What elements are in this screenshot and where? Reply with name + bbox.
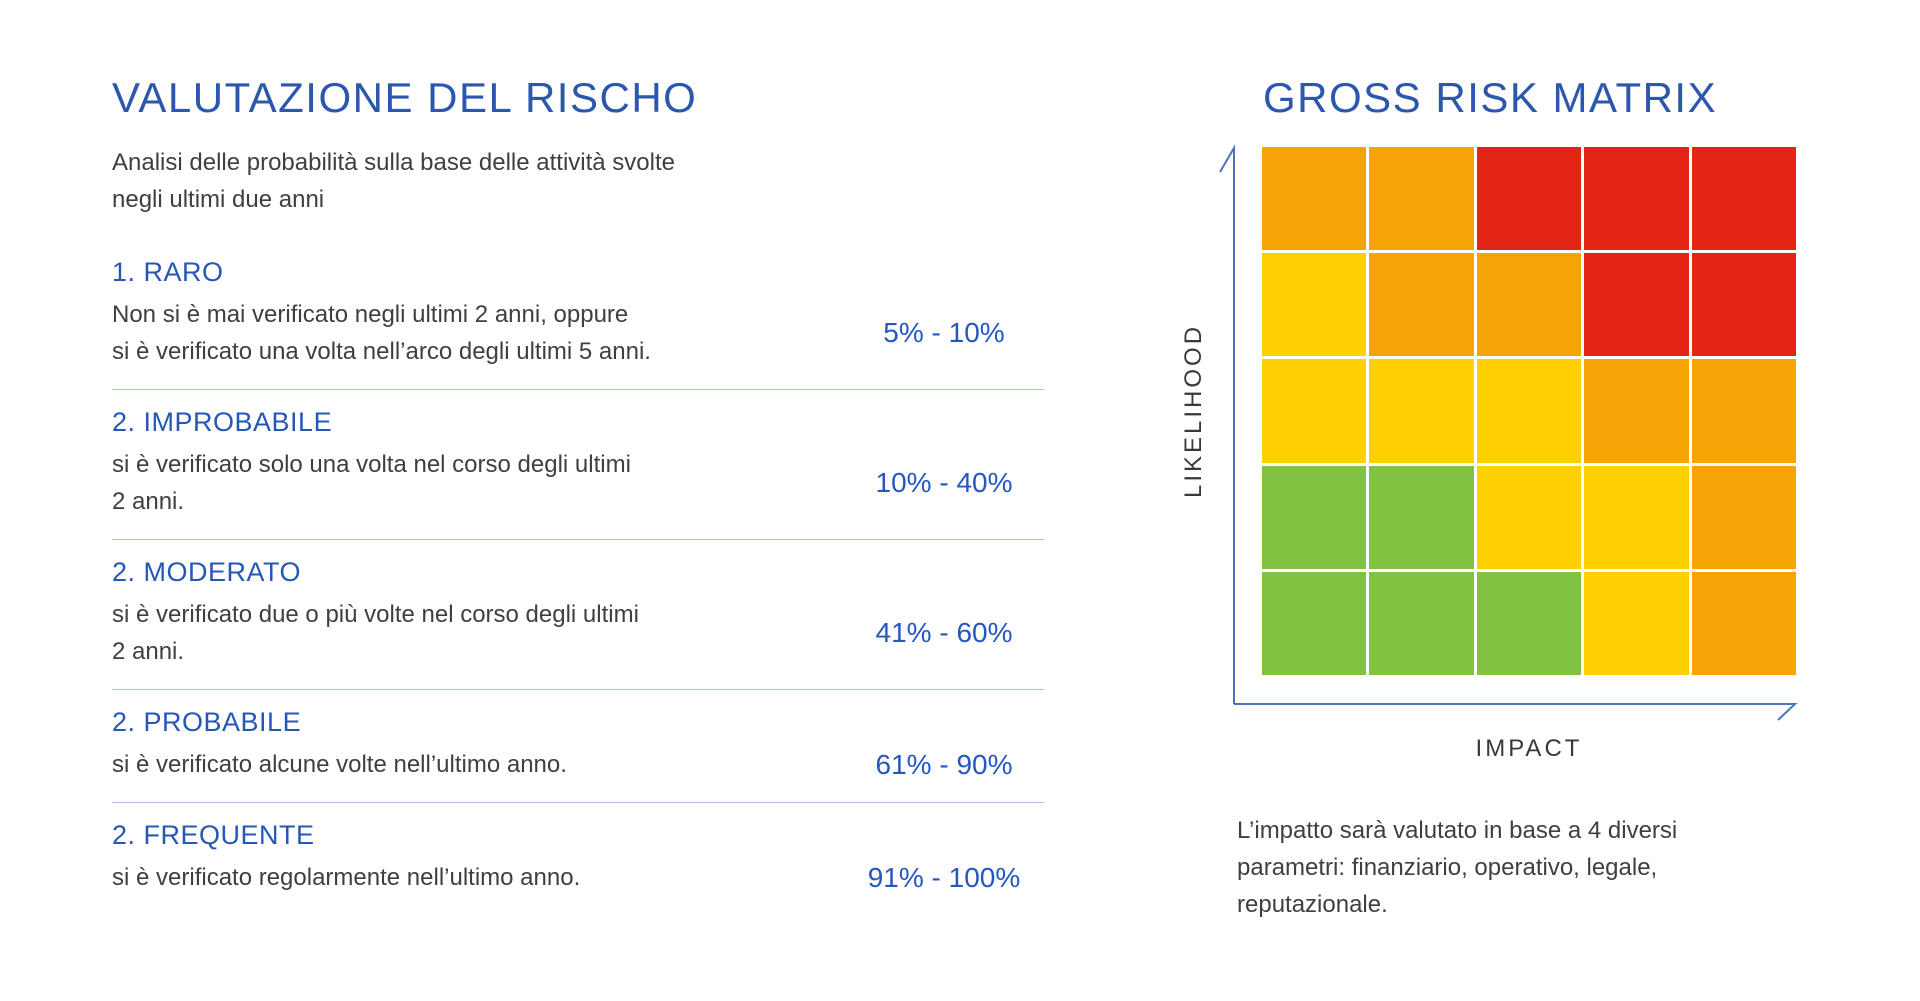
matrix-cell (1691, 147, 1796, 251)
risk-item-description: si è verificato due o più volte nel cors… (112, 601, 639, 665)
matrix-cell (1476, 465, 1582, 569)
matrix-cell (1369, 359, 1474, 463)
matrix-title: GROSS RISK MATRIX (1263, 74, 1718, 121)
matrix-cell (1476, 147, 1582, 251)
axis-arrows (1219, 144, 1798, 721)
matrix-cell (1584, 147, 1689, 251)
matrix-cell (1691, 253, 1796, 357)
matrix-cell (1262, 359, 1367, 463)
risk-item-label: 1. RARO (112, 257, 224, 287)
matrix-cell (1476, 253, 1582, 357)
list-item-probabile: 2. PROBABILE si è verificato alcune volt… (112, 690, 1044, 803)
matrix-cell (1584, 571, 1689, 675)
risk-level-list: 1. RARO Non si è mai verificato negli ul… (112, 240, 1044, 915)
list-item-raro: 1. RARO Non si è mai verificato negli ul… (112, 240, 1044, 390)
risk-item-description: si è verificato alcune volte nell’ultimo… (112, 751, 567, 778)
matrix-cell (1691, 359, 1796, 463)
matrix-cell (1262, 465, 1367, 569)
list-item-improbabile: 2. IMPROBABILE si è verificato solo una … (112, 390, 1044, 540)
matrix-cell (1476, 359, 1582, 463)
list-item-moderato: 2. MODERATO si è verificato due o più vo… (112, 540, 1044, 690)
matrix-cell (1476, 571, 1582, 675)
risk-item-row: si è verificato regolarmente nell’ultimo… (112, 859, 1044, 896)
risk-item-row: si è verificato due o più volte nel cors… (112, 596, 1044, 670)
page-subtitle: Analisi delle probabilità sulla base del… (112, 149, 675, 213)
risk-assessment-panel: VALUTAZIONE DEL RISCHO Analisi delle pro… (112, 76, 1044, 915)
risk-item-label: 2. FREQUENTE (112, 820, 315, 850)
risk-item-range: 61% - 90% (875, 748, 1013, 780)
x-axis-line (1234, 703, 1798, 721)
matrix-cell (1584, 253, 1689, 357)
matrix-cell (1369, 253, 1474, 357)
risk-item-range: 41% - 60% (875, 617, 1013, 648)
matrix-cell (1691, 571, 1796, 675)
matrix-cell (1691, 465, 1796, 569)
page-title: VALUTAZIONE DEL RISCHO (112, 74, 698, 121)
matrix-cell (1584, 359, 1689, 463)
matrix-cell (1262, 147, 1367, 251)
risk-item-label: 2. MODERATO (112, 557, 302, 587)
risk-item-range: 10% - 40% (875, 467, 1013, 498)
risk-matrix-grid (1262, 147, 1796, 675)
risk-item-description: si è verificato solo una volta nel corso… (112, 451, 631, 515)
y-axis-line (1219, 144, 1235, 704)
list-item-frequente: 2. FREQUENTE si è verificato regolarment… (112, 803, 1044, 915)
matrix-cell (1584, 465, 1689, 569)
matrix-cell (1262, 253, 1367, 357)
risk-item-description: si è verificato regolarmente nell’ultimo… (112, 864, 581, 891)
risk-item-row: Non si è mai verificato negli ultimi 2 a… (112, 296, 1044, 370)
matrix-cell (1369, 465, 1474, 569)
risk-item-range: 91% - 100% (867, 861, 1021, 893)
risk-item-label: 2. IMPROBABILE (112, 407, 333, 437)
matrix-note: L’impatto sarà valutato in base a 4 dive… (1237, 817, 1678, 918)
matrix-cell (1369, 571, 1474, 675)
risk-item-row: si è verificato solo una volta nel corso… (112, 446, 1044, 520)
risk-item-description: Non si è mai verificato negli ultimi 2 a… (112, 301, 651, 365)
matrix-cell (1262, 571, 1367, 675)
risk-item-label: 2. PROBABILE (112, 707, 302, 737)
risk-item-row: si è verificato alcune volte nell’ultimo… (112, 746, 1044, 783)
risk-item-range: 5% - 10% (883, 317, 1005, 348)
matrix-cell (1369, 147, 1474, 251)
likelihood-axis-label: LIKELIHOOD (1180, 323, 1207, 499)
impact-axis-label: IMPACT (1475, 735, 1583, 762)
